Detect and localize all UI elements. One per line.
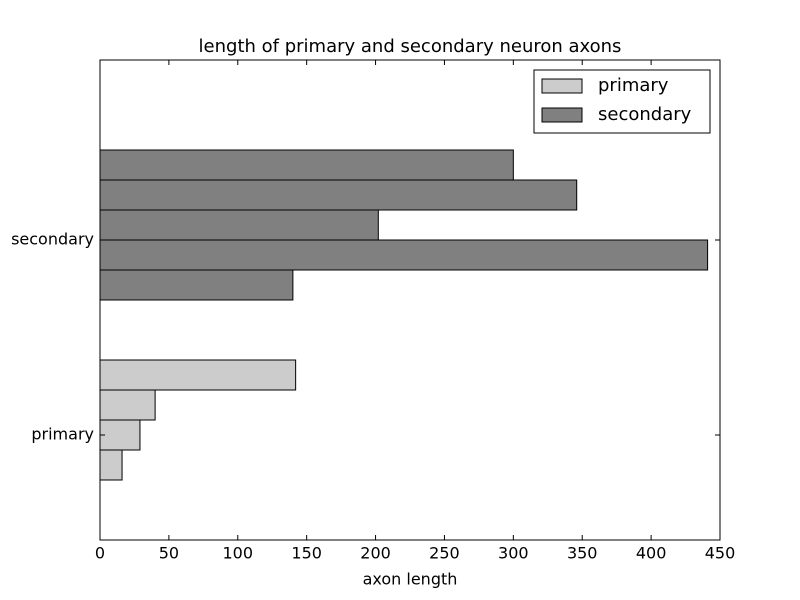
x-tick-label: 450 <box>705 544 736 563</box>
legend-label: primary <box>598 75 669 96</box>
x-tick-label: 0 <box>95 544 105 563</box>
x-tick-label: 100 <box>223 544 254 563</box>
bar <box>99 389 156 421</box>
bar <box>99 149 514 181</box>
bar <box>99 419 141 451</box>
x-tick-label: 350 <box>567 544 598 563</box>
y-tick-label: secondary <box>11 230 94 249</box>
x-axis-label: axon length <box>363 570 458 589</box>
legend-swatch <box>541 107 583 123</box>
bar <box>99 239 709 271</box>
plot-frame <box>99 59 721 541</box>
x-tick-label: 300 <box>498 544 529 563</box>
x-tick-label: 150 <box>291 544 322 563</box>
x-tick-label: 50 <box>159 544 179 563</box>
y-tick-label: primary <box>31 425 94 444</box>
bar <box>99 359 297 391</box>
bar <box>99 269 294 301</box>
x-tick-label: 250 <box>429 544 460 563</box>
x-tick-label: 200 <box>360 544 391 563</box>
legend-label: secondary <box>598 104 692 125</box>
x-tick-label: 400 <box>636 544 667 563</box>
bar <box>99 179 578 211</box>
bar <box>99 449 123 481</box>
legend-swatch <box>541 78 583 94</box>
chart-title: length of primary and secondary neuron a… <box>199 36 622 57</box>
bar <box>99 209 379 241</box>
